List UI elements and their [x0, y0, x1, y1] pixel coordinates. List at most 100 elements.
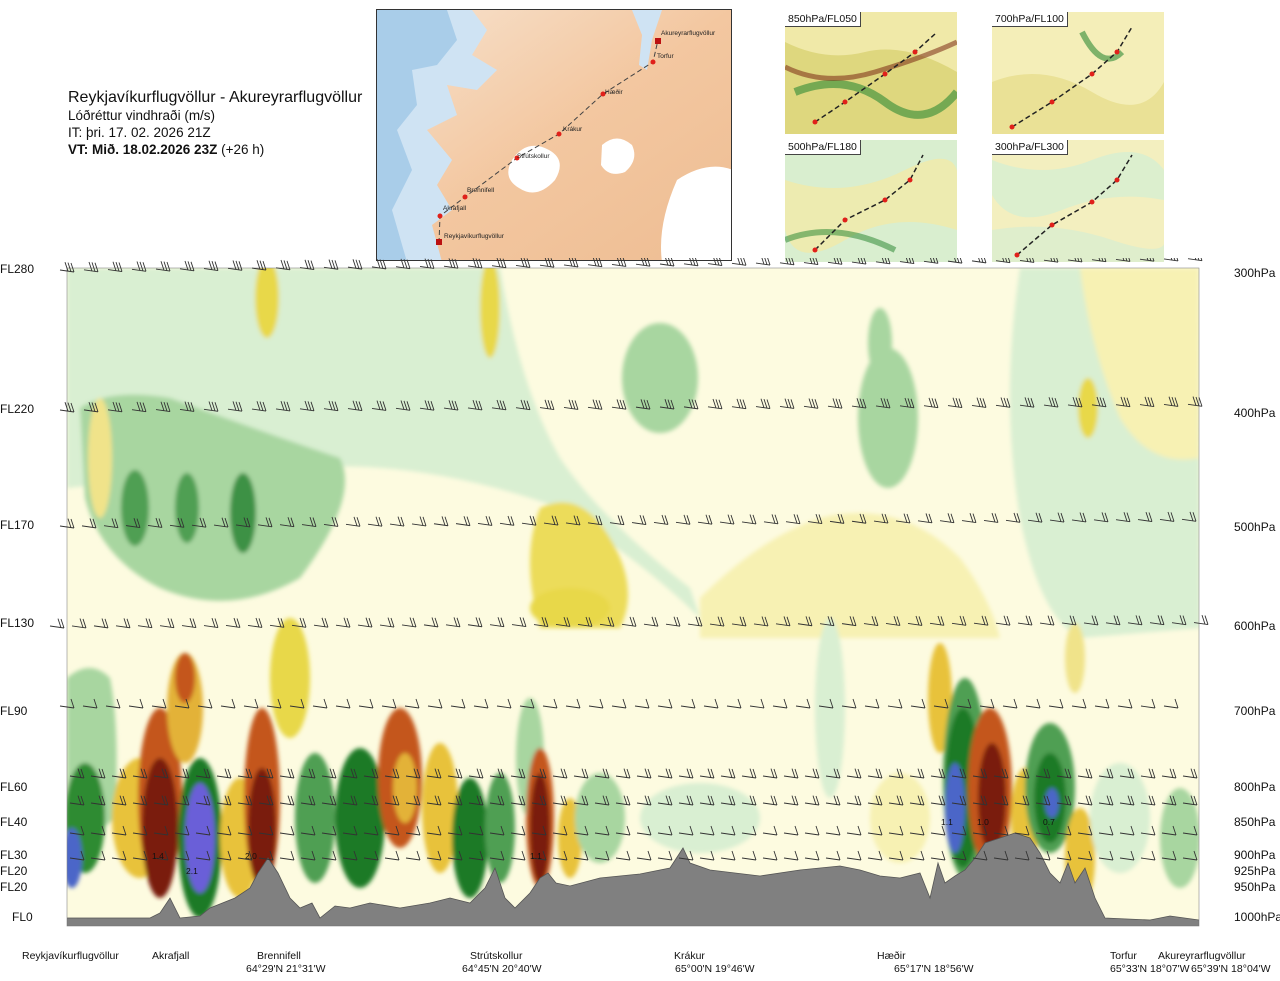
wind-barb — [615, 850, 631, 861]
wind-barb — [983, 512, 999, 523]
level-map-300hpa[interactable]: 300hPa/FL300 — [992, 140, 1164, 262]
route-map-canvas: Akureyrarflugvöllur Torfur Hæðir Krákur … — [377, 10, 731, 260]
wind-barb — [741, 795, 757, 806]
wind-barb — [195, 768, 211, 779]
wind-barb — [951, 768, 967, 779]
level-map-label: 300hPa/FL300 — [992, 140, 1068, 155]
pressure-label: 850hPa — [1234, 815, 1276, 829]
wind-barb — [447, 795, 463, 806]
wind-barb — [347, 400, 363, 412]
wind-barb — [300, 850, 316, 861]
wind-barb — [1067, 251, 1083, 263]
wind-barb — [621, 616, 637, 627]
wind-barb — [804, 850, 820, 861]
level-map-500hpa[interactable]: 500hPa/FL180 — [785, 140, 957, 262]
level-map-850hpa[interactable]: 850hPa/FL050 — [785, 12, 957, 134]
wind-barb — [594, 795, 610, 806]
wind-barb — [69, 825, 85, 836]
level-map-label: 700hPa/FL100 — [992, 12, 1068, 27]
wind-barb — [363, 795, 379, 806]
value-label: 1.4 — [152, 851, 164, 861]
wind-barb — [111, 768, 127, 779]
wind-barb — [657, 850, 673, 861]
fl-label: FL40 — [0, 815, 28, 829]
wind-barb — [275, 400, 291, 412]
wind-barb — [1071, 512, 1087, 523]
wind-barb — [951, 825, 967, 836]
wind-barb — [1159, 511, 1175, 522]
value-label: 1.0 — [977, 817, 989, 827]
wind-barb — [1140, 795, 1156, 806]
wind-barb — [363, 850, 379, 861]
level-map-700hpa[interactable]: 700hPa/FL100 — [992, 12, 1164, 134]
location-coord: 65°17'N 18°56'W — [894, 963, 974, 975]
wind-barb — [131, 401, 147, 413]
fl-label: FL220 — [0, 402, 35, 416]
wind-barb — [875, 397, 891, 409]
wind-barb — [1115, 396, 1131, 408]
wind-barb — [867, 850, 883, 861]
wind-barb — [594, 768, 610, 779]
wind-barb — [511, 617, 527, 628]
wind-barb — [300, 795, 316, 806]
wind-barb — [235, 517, 251, 528]
wind-barb — [552, 795, 568, 806]
wind-barb — [818, 698, 834, 709]
wind-barb — [258, 768, 274, 779]
wind-barb — [699, 825, 715, 836]
wind-barb — [1161, 768, 1177, 779]
value-label: 0.7 — [1043, 817, 1055, 827]
level-map-label: 850hPa/FL050 — [785, 12, 861, 27]
map-label-akureyri: Akureyrarflugvöllur — [661, 30, 716, 37]
wind-barb — [279, 517, 295, 528]
wind-barb — [1014, 768, 1030, 779]
location-coord: 65°00'N 19°46'W — [675, 963, 755, 975]
wind-barb — [636, 795, 652, 806]
pressure-label: 900hPa — [1234, 848, 1276, 862]
wind-barb — [951, 615, 967, 626]
wind-barb — [59, 518, 75, 529]
wind-barb — [972, 825, 988, 836]
location-label: Krákur — [674, 950, 705, 962]
wind-barb — [467, 617, 483, 628]
wind-barb — [1140, 850, 1156, 861]
wind-barb — [533, 617, 549, 627]
value-label: 1.1 — [941, 817, 953, 827]
wind-barb — [237, 825, 253, 836]
wind-barb — [405, 850, 421, 861]
wind-barb — [659, 399, 675, 410]
wind-barb — [443, 258, 459, 269]
fl-label: FL90 — [0, 704, 28, 718]
wind-barb — [266, 698, 282, 709]
wind-barb — [887, 698, 903, 709]
wind-barb — [258, 795, 274, 806]
wind-barb — [1039, 615, 1055, 626]
wind-barb — [783, 825, 799, 836]
wind-barb — [615, 825, 631, 836]
pressure-label: 700hPa — [1234, 704, 1276, 718]
wind-barb — [153, 768, 169, 779]
wind-barb — [1019, 397, 1035, 408]
pressure-label: 500hPa — [1234, 520, 1276, 534]
fl-label: FL0 — [12, 910, 33, 924]
wind-barb — [804, 795, 820, 806]
wind-barb — [447, 825, 463, 836]
wind-barb — [1035, 850, 1051, 861]
wind-barb — [1182, 768, 1198, 779]
wind-barb — [83, 401, 99, 413]
wind-barb — [447, 768, 463, 779]
wind-barb — [107, 401, 123, 413]
level-map-label: 500hPa/FL180 — [785, 140, 861, 155]
wind-barb — [1098, 795, 1114, 806]
wind-barb — [1193, 615, 1209, 626]
wind-barb — [1035, 795, 1051, 806]
wind-barb — [491, 399, 507, 411]
wind-barb — [829, 513, 845, 524]
map-label-torfur: Torfur — [657, 53, 674, 60]
wind-barb — [179, 260, 195, 272]
wind-barb — [468, 850, 484, 861]
wind-barb — [653, 514, 669, 525]
wind-barb — [321, 825, 337, 836]
wind-barb — [371, 258, 387, 270]
wind-barb — [499, 515, 515, 526]
